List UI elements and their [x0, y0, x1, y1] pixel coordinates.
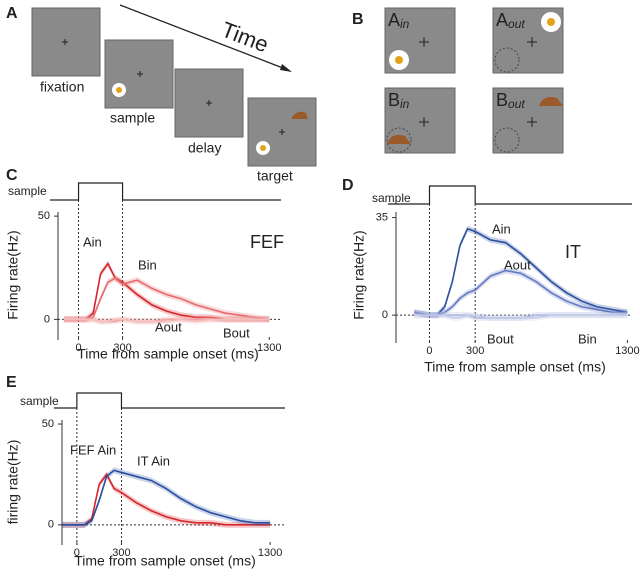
y-tick-label: 0 [44, 313, 50, 325]
stimulus-trace [54, 392, 285, 409]
arrow-label: Time [218, 17, 272, 58]
x-axis-label: Time from sample onset (ms) [74, 553, 256, 569]
flower [256, 141, 270, 155]
stage-label: target [257, 168, 293, 184]
band [414, 312, 628, 321]
stimulus-trace [388, 185, 632, 205]
series-line [414, 269, 628, 316]
fixation-cross [206, 100, 212, 106]
band [414, 225, 628, 319]
y-tick-label: 50 [42, 418, 54, 430]
stage-label: fixation [40, 79, 84, 95]
flower-center [395, 56, 403, 64]
fixation-cross [62, 39, 68, 45]
band [62, 467, 271, 528]
shoe [387, 135, 411, 144]
x-tick-label: 1300 [615, 345, 639, 357]
series-label: Aout [504, 257, 531, 272]
series-line [414, 314, 628, 319]
shoe [539, 97, 563, 106]
condition-letter: B [496, 90, 508, 110]
shoe [292, 111, 308, 119]
stimulus-trace [50, 182, 281, 201]
series-label: Aout [155, 319, 182, 334]
fixation-cross [137, 71, 143, 77]
condition-subscript: out [508, 17, 525, 31]
series-line [63, 277, 270, 321]
band [414, 312, 628, 321]
series-line [62, 472, 271, 526]
x-tick-label: 0 [426, 345, 432, 357]
condition-label: Bout [496, 90, 525, 111]
band [63, 316, 270, 325]
series-label: Bin [138, 257, 157, 272]
rf-outline [494, 127, 520, 153]
condition-label: Ain [388, 10, 410, 31]
condition-subscript: in [400, 97, 410, 111]
condition-label: Aout [496, 10, 525, 31]
panel-letter: B [352, 11, 364, 28]
stage-label: delay [188, 140, 221, 156]
band [63, 260, 270, 323]
panel-letter: E [6, 374, 17, 391]
stimulus-label: sample [372, 191, 411, 205]
band [414, 267, 628, 319]
series-label: IT Ain [137, 453, 170, 468]
series-label: Ain [492, 221, 511, 236]
fixation-cross [527, 37, 537, 47]
flower-center [547, 18, 555, 26]
chart-title: IT [565, 242, 581, 262]
condition-letter: A [496, 10, 508, 30]
fixation-cross [419, 37, 429, 47]
panel-letter: C [6, 167, 18, 184]
fixation-cross [527, 117, 537, 127]
x-axis-label: Time from sample onset (ms) [424, 359, 606, 375]
x-tick-label: 0 [74, 547, 80, 559]
flower [112, 83, 126, 97]
condition-label: Bin [388, 90, 410, 111]
x-tick-label: 300 [112, 547, 130, 559]
condition-letter: B [388, 90, 400, 110]
fixation-cross [419, 117, 429, 127]
panel-letter: A [6, 5, 18, 22]
x-tick-label: 300 [466, 345, 484, 357]
series-label: Bin [578, 331, 597, 346]
x-tick-label: 1300 [257, 342, 281, 354]
chart-title: FEF [250, 232, 284, 252]
panel-letter: D [342, 177, 354, 194]
rf-outline [386, 127, 412, 153]
series-line [63, 318, 270, 323]
y-tick-label: 50 [38, 210, 50, 222]
x-tick-label: 300 [113, 342, 131, 354]
y-tick-label: 0 [382, 309, 388, 321]
y-tick-label: 35 [376, 211, 388, 223]
fixation-cross [279, 129, 285, 135]
condition-letter: A [388, 10, 400, 30]
condition-subscript: out [508, 97, 525, 111]
series-line [62, 469, 271, 526]
x-axis-label: Time from sample onset (ms) [77, 346, 259, 362]
series-label: FEF Ain [70, 442, 116, 457]
arrow-head [280, 64, 292, 72]
time-arrow [119, 4, 289, 71]
stage-label: sample [110, 110, 155, 126]
condition-subscript: in [400, 17, 410, 31]
y-axis-label: firing rate(Hz) [5, 440, 21, 525]
x-tick-label: 1300 [258, 547, 282, 559]
stimulus-label: sample [20, 394, 59, 408]
series-label: Bout [487, 331, 514, 346]
y-axis-label: Firing rate(Hz) [5, 230, 21, 319]
series-line [414, 227, 628, 316]
band [63, 316, 270, 325]
stimulus-label: sample [8, 184, 47, 198]
rf-outline [494, 47, 520, 73]
y-tick-label: 0 [48, 519, 54, 531]
series-label: Ain [83, 234, 102, 249]
y-axis-label: Firing rate(Hz) [351, 230, 367, 319]
x-tick-label: 0 [75, 342, 81, 354]
series-label: Bout [223, 325, 250, 340]
